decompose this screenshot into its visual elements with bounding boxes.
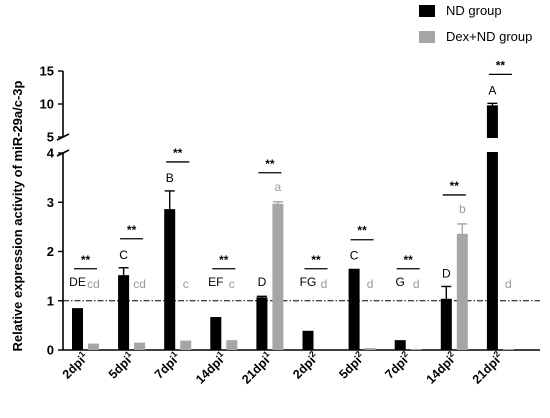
x-tick-label: 5dpi2 xyxy=(335,349,368,382)
bar xyxy=(410,349,422,350)
bar xyxy=(256,297,268,350)
y-tick-label: 10 xyxy=(40,97,54,112)
bar-break-gap xyxy=(485,138,499,152)
significance-letter: C xyxy=(119,248,128,262)
significance-letter: D xyxy=(442,266,451,280)
y-tick-label: 3 xyxy=(47,195,54,210)
y-tick-label: 15 xyxy=(40,64,54,79)
x-tick-label: 21dpi2 xyxy=(468,349,506,387)
error-bar xyxy=(164,190,175,210)
x-tick-label: 7dpi2 xyxy=(381,349,414,382)
bar xyxy=(180,340,192,350)
bar xyxy=(440,298,452,350)
significance-letter: d xyxy=(505,277,512,291)
significance-stars: ** xyxy=(127,223,137,237)
error-bar xyxy=(272,201,283,204)
significance-stars: ** xyxy=(496,58,506,72)
significance-letter: DE xyxy=(69,275,86,289)
y-tick-label: 2 xyxy=(47,244,54,259)
bar xyxy=(272,203,284,350)
significance-letter: c xyxy=(183,277,189,291)
bar xyxy=(226,340,238,350)
significance-letter: a xyxy=(275,180,282,194)
y-axis-title: Relative expression activity of miR-29a/… xyxy=(10,80,25,351)
significance-stars: ** xyxy=(173,146,183,160)
significance-letter: C xyxy=(350,249,359,263)
error-bar xyxy=(118,267,129,276)
significance-letter: FG xyxy=(300,275,317,289)
x-tick-label: 7dpi1 xyxy=(150,349,183,382)
y-tick-label: 0 xyxy=(47,343,54,358)
significance-letter: d xyxy=(321,277,328,291)
error-bar xyxy=(256,295,267,298)
bars-layer xyxy=(72,102,514,350)
significance-letter: cd xyxy=(87,277,100,291)
x-tick-label: 5dpi1 xyxy=(104,349,137,382)
significance-letter: c xyxy=(229,277,235,291)
significance-stars: ** xyxy=(311,253,321,267)
significance-letter: cd xyxy=(133,277,146,291)
error-bar xyxy=(457,223,468,234)
bar xyxy=(364,348,376,350)
significance-letter: B xyxy=(166,171,174,185)
bar xyxy=(456,233,468,350)
significance-stars: ** xyxy=(265,157,275,171)
bar xyxy=(302,330,314,350)
legend-label: Dex+ND group xyxy=(446,29,532,44)
legend-swatch xyxy=(419,5,435,17)
bar xyxy=(72,308,83,350)
significance-stars: ** xyxy=(450,179,460,193)
bar xyxy=(348,268,360,350)
y-tick-label: 4 xyxy=(47,146,55,161)
significance-letter: A xyxy=(488,83,496,97)
legend-swatch xyxy=(419,31,435,43)
significance-letter: D xyxy=(258,275,267,289)
significance-stars: ** xyxy=(81,253,91,267)
significance-letter: d xyxy=(367,277,374,291)
x-tick-label: 2dpi2 xyxy=(289,349,322,382)
x-tick-label: 14dpi1 xyxy=(192,349,230,387)
x-tick-label: 2dpi1 xyxy=(58,349,91,382)
significance-stars: ** xyxy=(357,224,367,238)
significance-letter: d xyxy=(413,277,420,291)
y-tick-label: 1 xyxy=(47,293,54,308)
significance-letter: G xyxy=(396,275,405,289)
bar xyxy=(210,317,222,350)
significance-stars: ** xyxy=(404,253,414,267)
significance-letter: b xyxy=(459,202,466,216)
x-tick-label: 21dpi1 xyxy=(238,349,276,387)
bar xyxy=(394,340,406,350)
bar xyxy=(118,275,130,350)
bar xyxy=(486,105,498,350)
bar xyxy=(164,209,176,350)
significance-letter: EF xyxy=(208,275,223,289)
error-bar xyxy=(441,285,452,299)
bar xyxy=(502,349,514,350)
x-tick-label: 14dpi2 xyxy=(422,349,460,387)
error-bar xyxy=(487,102,498,106)
y-tick-label: 5 xyxy=(47,130,54,145)
bar xyxy=(88,343,99,350)
bar xyxy=(134,342,146,350)
legend-label: ND group xyxy=(446,3,502,18)
significance-stars: ** xyxy=(219,253,229,267)
legend: ND group Dex+ND group xyxy=(419,3,532,44)
